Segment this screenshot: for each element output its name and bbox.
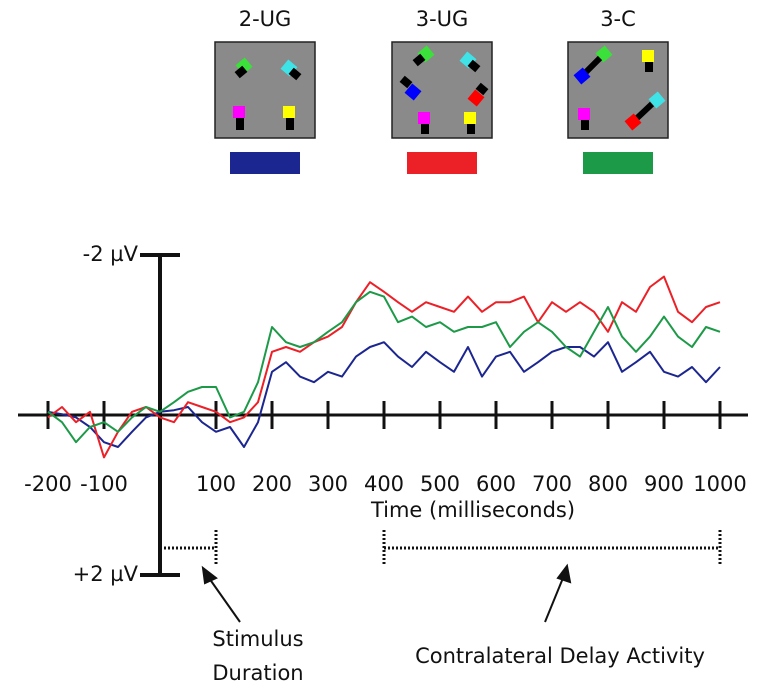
- x-tick-label: 600: [476, 472, 516, 496]
- x-tick-label: 100: [196, 472, 236, 496]
- x-tick-label: 800: [588, 472, 628, 496]
- series-line: [47, 290, 721, 444]
- panel-items: [233, 45, 666, 134]
- series-line: [47, 341, 721, 448]
- y-tick-label: -2 µV: [83, 242, 139, 266]
- arrow: [544, 577, 564, 623]
- arrows: [201, 563, 572, 623]
- x-tick-label: 300: [308, 472, 348, 496]
- annotation-text: Contralateral Delay Activity: [415, 644, 705, 668]
- x-tick-label: -200: [24, 472, 72, 496]
- stimulus-panels: [214, 41, 669, 139]
- x-tick-label: 1000: [693, 472, 746, 496]
- arrow-head: [201, 565, 218, 585]
- annotation-text: Stimulus: [212, 627, 303, 651]
- legend-swatch: [230, 152, 300, 174]
- y-tick-label: +2 µV: [73, 562, 139, 586]
- legend-label: 3-UG: [416, 7, 469, 31]
- x-tick-label: -100: [80, 472, 128, 496]
- legend-swatch: [583, 152, 653, 174]
- legend-label: 2-UG: [239, 7, 292, 31]
- annotation-text: Duration: [212, 661, 303, 685]
- arrow: [208, 577, 241, 623]
- legend-swatch: [407, 152, 477, 174]
- legend-label: 3-C: [600, 7, 636, 31]
- x-tick-label: 500: [420, 472, 460, 496]
- arrow-head: [556, 563, 572, 584]
- x-tick-label: 900: [644, 472, 684, 496]
- x-axis-label: Time (milliseconds): [370, 498, 575, 522]
- x-tick-label: 400: [364, 472, 404, 496]
- panel: [214, 41, 316, 139]
- x-tick-label: 200: [252, 472, 292, 496]
- series-line: [47, 275, 721, 459]
- x-tick-label: 700: [532, 472, 572, 496]
